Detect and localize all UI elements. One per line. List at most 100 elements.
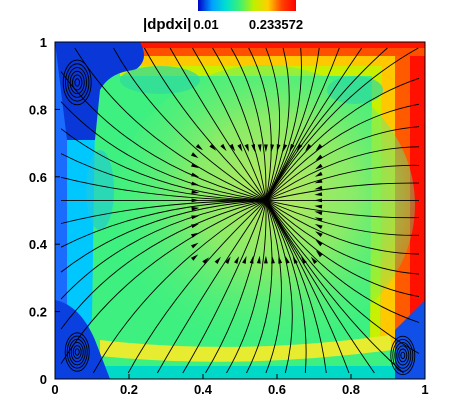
x-tick-label: 0.2	[120, 382, 138, 397]
streamline	[92, 200, 267, 374]
y-tick-label: 1	[40, 35, 47, 50]
streamline	[60, 128, 266, 201]
streamline-arrow	[256, 255, 261, 264]
streamline	[265, 200, 420, 298]
streamline	[230, 47, 267, 201]
streamline-arrow	[314, 198, 322, 203]
vortex-top-left	[74, 78, 80, 87]
vortex-top-left	[65, 63, 90, 102]
streamline	[265, 200, 420, 275]
streamline-arrow	[315, 239, 323, 247]
bottom-wall-band	[55, 366, 425, 379]
vortex-bottom-left	[64, 332, 90, 372]
streamline-arrow	[314, 171, 323, 177]
streamline-arrow	[315, 231, 323, 237]
streamline-arrow	[191, 242, 199, 249]
streamline-arrow	[251, 144, 255, 152]
streamline-arrow	[314, 204, 323, 209]
streamline	[60, 199, 266, 300]
vortex-bottom-left	[66, 335, 88, 369]
streamline	[265, 200, 420, 255]
streamline-arrow	[276, 144, 281, 152]
streamline	[60, 199, 266, 273]
streamline-arrow	[315, 250, 323, 258]
streamline-arrow	[257, 144, 262, 153]
left-mid-patch	[86, 150, 114, 230]
vortex-top-left	[69, 70, 85, 95]
streamline	[265, 126, 420, 201]
bottom-left-corner-blue	[55, 300, 110, 379]
streamline-arrow	[195, 144, 203, 151]
streamlines	[60, 47, 420, 376]
vortex-top-left	[67, 67, 87, 98]
bottom-yellow-strip	[100, 335, 392, 362]
streamline-arrow	[301, 256, 307, 264]
colorbar-legend: |dpdxi| 0.01 0.233572	[143, 0, 303, 33]
streamline-arrow	[220, 143, 227, 152]
streamline	[60, 199, 267, 330]
streamline-arrow	[264, 255, 268, 264]
streamline-arrow	[209, 143, 217, 151]
streamline	[265, 200, 307, 374]
streamline-arrow	[191, 254, 199, 261]
streamline	[157, 200, 267, 374]
vortex-bottom-right	[394, 342, 412, 369]
streamline	[265, 47, 419, 201]
x-tick-label: 0	[51, 382, 58, 397]
streamline-arrow	[282, 144, 288, 152]
x-tick-label: 0.8	[342, 382, 360, 397]
colorbar-max-label: 0.233572	[249, 17, 303, 32]
streamline-arrow	[234, 256, 239, 264]
streamline-arrow	[314, 192, 323, 196]
streamline	[265, 77, 420, 201]
streamline-arrow	[237, 143, 243, 152]
streamline	[226, 200, 267, 374]
streamline-arrow	[314, 185, 323, 190]
vortex-bottom-left	[74, 348, 80, 356]
streamline	[265, 200, 404, 374]
x-tick-label: 0.6	[268, 382, 286, 397]
streamline	[205, 200, 267, 374]
streamline-arrow	[314, 217, 323, 222]
y-axis: 0 0.2 0.4 0.6 0.8 1	[29, 35, 60, 387]
streamline	[60, 176, 266, 201]
colorbar	[198, 0, 296, 11]
colorbar-variable-label: |dpdxi|	[143, 16, 191, 33]
left-wall-band	[55, 42, 67, 379]
streamline	[265, 200, 293, 374]
streamline	[113, 47, 267, 201]
streamline	[60, 199, 267, 365]
streamline-arrow	[191, 215, 200, 220]
streamline-arrow	[264, 144, 268, 153]
streamline-arrow	[225, 256, 231, 264]
streamline	[265, 47, 280, 201]
vortex-top-left	[72, 74, 83, 91]
streamline	[169, 47, 267, 201]
streamline-arrow	[314, 224, 323, 229]
vortex-top-left	[62, 59, 92, 106]
streamline-arrow	[244, 144, 249, 152]
streamline	[265, 199, 420, 219]
streamline	[265, 200, 350, 374]
streamline	[212, 47, 267, 201]
streamline	[74, 47, 267, 201]
y-tick-label: 0	[40, 372, 47, 387]
streamline	[246, 200, 273, 374]
y-tick-label: 0.2	[29, 305, 47, 320]
y-tick-label: 0.4	[29, 237, 48, 252]
streamline-arrow	[191, 206, 200, 211]
streamline-arrow	[315, 154, 323, 161]
streamline	[265, 199, 420, 236]
streamline	[144, 47, 267, 201]
right-wall-edge	[410, 42, 425, 379]
streamline-arrow	[315, 163, 323, 170]
streamline-arrow	[310, 256, 318, 264]
y-tick-label: 0.8	[29, 102, 47, 117]
streamline-arrow	[229, 143, 236, 152]
upper-green-patch	[120, 66, 200, 94]
streamline	[265, 47, 302, 201]
streamline-arrow	[191, 190, 200, 194]
vortex-bottom-left	[72, 345, 82, 359]
streamline-arrow	[305, 143, 312, 152]
